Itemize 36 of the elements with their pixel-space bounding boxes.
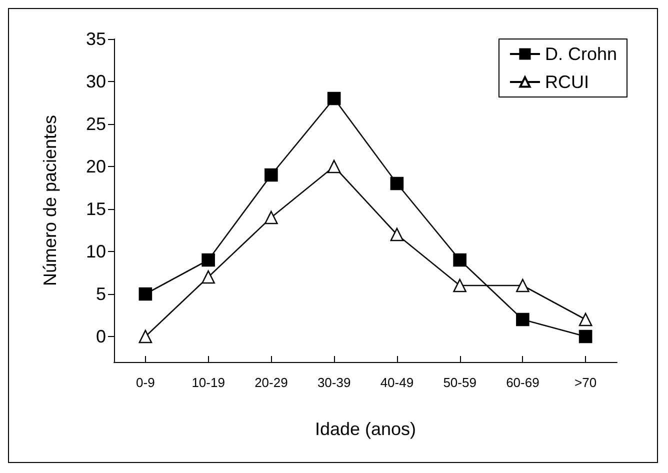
x-tick-label: 50-59 — [443, 375, 476, 390]
y-tick-label: 10 — [86, 242, 106, 262]
x-tick-label: 0-9 — [136, 375, 155, 390]
y-tick-label: 30 — [86, 72, 106, 92]
x-tick-label: >70 — [574, 375, 597, 390]
point — [138, 287, 152, 301]
y-tick-label: 25 — [86, 114, 106, 134]
legend-label: D. Crohn — [544, 44, 618, 64]
y-tick-label: 35 — [86, 29, 106, 49]
x-tick-label: 40-49 — [380, 375, 414, 390]
point — [516, 278, 530, 292]
point — [138, 330, 152, 344]
x-tick-label: 10-19 — [192, 375, 225, 390]
point — [264, 210, 278, 224]
point — [578, 312, 592, 326]
x-tick-label: 20-29 — [254, 375, 288, 390]
point — [390, 228, 404, 242]
point — [390, 176, 404, 190]
point — [264, 168, 278, 182]
point — [578, 330, 592, 344]
x-tick-label: 60-69 — [506, 375, 540, 390]
y-tick-label: 5 — [96, 284, 106, 304]
point — [327, 160, 341, 174]
y-tick-label: 20 — [86, 156, 106, 176]
point — [453, 278, 466, 292]
y-tick-label: 0 — [96, 326, 106, 346]
point — [202, 253, 215, 267]
legend-label: RCUI — [544, 72, 589, 92]
point — [202, 270, 215, 284]
x-tick-label: 30-39 — [317, 375, 351, 390]
point — [453, 253, 466, 267]
point — [516, 312, 530, 326]
y-axis-title: Número de pacientes — [40, 114, 60, 286]
x-axis-title: Idade (anos) — [314, 419, 416, 439]
y-tick-label: 15 — [86, 199, 106, 219]
point — [327, 92, 341, 106]
